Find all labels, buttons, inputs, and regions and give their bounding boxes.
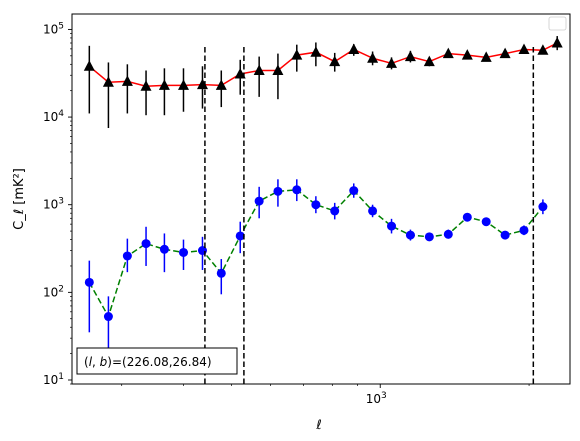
series-0-point-11 <box>291 49 303 60</box>
series-1-point-0 <box>84 277 94 287</box>
vline-layer <box>204 47 535 384</box>
series-0-point-2 <box>121 75 133 86</box>
series-1-point-13 <box>330 206 340 216</box>
series-1-point-14 <box>349 186 359 196</box>
series-0-point-16 <box>386 57 397 68</box>
plot-frame <box>71 13 571 385</box>
series-1-point-24 <box>538 202 548 212</box>
series-0-point-18 <box>423 55 435 67</box>
tick-layer: 101 102 103 104 105 103 <box>43 21 530 406</box>
series-0-point-14 <box>348 43 360 54</box>
series-1-point-18 <box>424 232 434 242</box>
series-1-point-8 <box>235 231 245 241</box>
series-1-point-16 <box>387 221 397 231</box>
series-0-point-17 <box>404 50 416 62</box>
annotation-text: (l, b)=(226.08,26.84) <box>84 355 212 369</box>
annotation-box: (l, b)=(226.08,26.84) <box>76 347 238 375</box>
series-0-point-1 <box>102 76 114 87</box>
series-0-point-10 <box>272 64 284 75</box>
y-tick-label-2: 103 <box>43 197 64 212</box>
series-0-point-24 <box>537 44 549 55</box>
series-1-point-1 <box>103 312 113 322</box>
series-1-point-4 <box>159 244 169 254</box>
series-1-point-7 <box>216 268 226 278</box>
y-tick-label-0: 101 <box>43 372 64 387</box>
series-0-point-8 <box>234 68 246 79</box>
x-axis-label: ℓ <box>315 418 321 433</box>
series-0-point-20 <box>461 49 473 60</box>
y-axis-label: C_ℓ [mK²] <box>12 168 27 230</box>
series-1-point-2 <box>122 251 132 261</box>
series-0-point-23 <box>518 43 530 54</box>
series-1-point-12 <box>311 200 321 210</box>
series-1-point-15 <box>368 206 378 216</box>
series-0-point-15 <box>367 52 379 63</box>
series-1-point-20 <box>462 212 472 222</box>
series-1-point-5 <box>178 247 188 257</box>
x-tick-label-0: 103 <box>366 391 387 406</box>
y-tick-label-1: 102 <box>43 284 64 299</box>
y-tick-label-4: 105 <box>43 21 64 36</box>
series-0-point-9 <box>253 64 265 75</box>
series-0-point-7 <box>215 79 227 90</box>
series-0-point-4 <box>158 79 170 90</box>
series-1-point-17 <box>405 230 415 240</box>
series-1-point-19 <box>443 229 453 239</box>
series-0-line <box>88 42 558 87</box>
series-1-point-21 <box>481 217 491 227</box>
series-1-point-9 <box>254 196 264 206</box>
series-0-point-19 <box>442 47 454 59</box>
series-0-point-25 <box>551 37 563 48</box>
legend-box <box>548 16 567 31</box>
series-1-point-22 <box>500 230 510 240</box>
series-1-point-23 <box>519 225 529 235</box>
series-1-point-10 <box>273 186 283 196</box>
series-0-point-5 <box>178 79 189 90</box>
series-0-point-22 <box>499 47 511 59</box>
series-1-point-11 <box>292 185 302 195</box>
series-0 <box>83 36 563 129</box>
series-1-point-3 <box>141 239 151 249</box>
y-tick-label-3: 104 <box>43 109 64 124</box>
series-0-point-12 <box>310 46 322 57</box>
series-0-point-13 <box>329 55 341 67</box>
series-1 <box>84 179 548 354</box>
series-0-point-0 <box>83 60 95 71</box>
data-layer <box>83 36 563 354</box>
series-0-point-21 <box>480 51 492 62</box>
series-0-point-3 <box>140 80 152 91</box>
